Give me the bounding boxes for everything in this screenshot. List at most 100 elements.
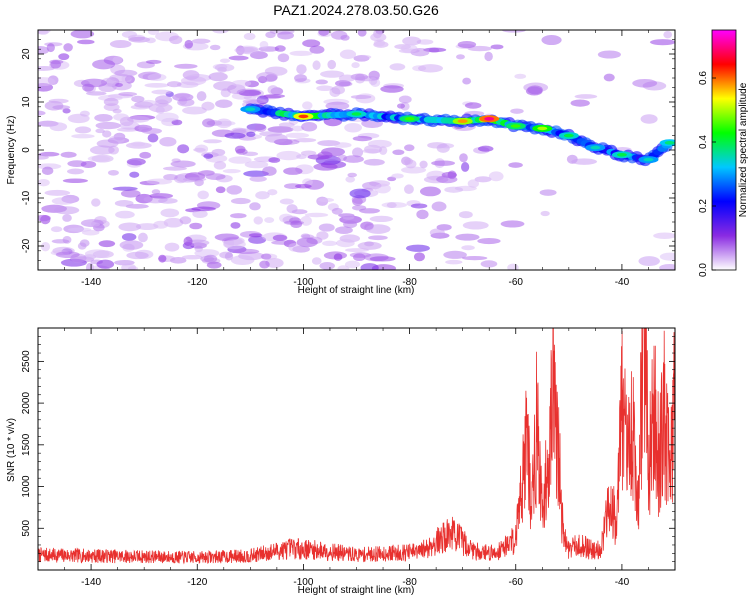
noise-blob — [201, 101, 215, 111]
noise-blob — [338, 74, 356, 82]
noise-blob — [52, 105, 71, 110]
noise-blob — [107, 169, 119, 176]
noise-blob — [62, 214, 72, 222]
noise-blob — [267, 85, 279, 95]
noise-blob — [79, 110, 90, 117]
noise-blob — [277, 53, 290, 63]
colorbar-tick-label: 0.6 — [698, 71, 709, 85]
noise-blob — [200, 256, 215, 263]
noise-blob — [268, 157, 281, 163]
noise-blob — [40, 241, 51, 252]
noise-blob — [215, 186, 226, 194]
noise-blob — [249, 176, 267, 182]
noise-blob — [331, 30, 348, 40]
noise-blob — [296, 237, 318, 248]
noise-blob — [338, 81, 353, 87]
noise-blob — [398, 95, 412, 104]
noise-blob — [145, 59, 162, 64]
noise-blob — [138, 232, 148, 243]
noise-blob — [343, 155, 364, 163]
noise-blob — [327, 59, 337, 70]
noise-blob — [318, 30, 330, 36]
noise-blob — [89, 145, 115, 155]
noise-blob — [183, 236, 193, 246]
noise-blob — [296, 154, 307, 160]
noise-blob — [445, 259, 463, 265]
noise-blob — [242, 99, 267, 104]
noise-blob — [276, 150, 302, 161]
noise-blob — [342, 214, 355, 220]
noise-blob — [444, 186, 464, 193]
noise-blob — [158, 254, 167, 263]
noise-blob — [264, 217, 275, 223]
noise-blob — [267, 126, 294, 133]
noise-blob — [112, 56, 123, 64]
noise-blob — [149, 193, 174, 199]
noise-blob — [248, 235, 267, 244]
noise-blob — [357, 30, 367, 37]
noise-blob — [184, 39, 194, 49]
noise-blob — [96, 139, 119, 148]
noise-blob — [60, 151, 77, 158]
noise-blob — [368, 77, 378, 85]
noise-blob — [118, 222, 142, 232]
ridge-peak-center — [404, 117, 415, 121]
noise-blob — [71, 133, 95, 139]
noise-blob — [63, 43, 73, 52]
noise-blob — [214, 63, 235, 72]
noise-blob — [174, 63, 198, 69]
noise-blob — [295, 184, 312, 189]
noise-blob — [461, 255, 488, 261]
noise-blob — [77, 39, 95, 45]
noise-blob — [315, 79, 328, 85]
noise-blob — [344, 123, 363, 133]
noise-blob — [288, 242, 300, 252]
noise-blob — [226, 185, 242, 195]
noise-blob — [459, 153, 468, 163]
x-tick-label: -60 — [509, 577, 524, 588]
noise-blob — [331, 85, 345, 95]
noise-blob — [294, 74, 307, 83]
noise-blob — [228, 55, 249, 61]
noise-blob — [300, 233, 311, 239]
noise-blob — [145, 37, 156, 44]
x-tick-label: -40 — [615, 577, 630, 588]
noise-blob — [222, 169, 241, 174]
noise-blob — [279, 198, 294, 205]
noise-blob — [224, 132, 246, 139]
noise-blob — [179, 216, 192, 225]
noise-blob — [120, 189, 141, 198]
noise-blob — [336, 238, 355, 248]
colorbar-tick-label: 0.4 — [698, 135, 709, 149]
noise-blob — [343, 220, 358, 229]
noise-blob — [333, 253, 343, 261]
noise-blob — [95, 121, 121, 130]
noise-blob — [155, 112, 179, 122]
noise-blob — [500, 220, 525, 228]
snr-series-line — [38, 328, 675, 565]
noise-blob — [301, 122, 318, 132]
noise-blob — [219, 58, 231, 63]
noise-blob — [139, 151, 152, 159]
noise-blob — [438, 143, 455, 149]
ridge-peak-center — [245, 107, 256, 111]
noise-blob — [114, 200, 134, 207]
noise-blob — [135, 223, 159, 231]
noise-blob — [38, 30, 51, 34]
noise-blob — [317, 151, 333, 160]
noise-blob — [265, 258, 284, 268]
noise-blob — [121, 263, 137, 270]
noise-blob — [259, 131, 283, 137]
noise-blob — [351, 62, 360, 69]
x-tick-label: -100 — [293, 277, 313, 288]
noise-blob — [38, 151, 60, 157]
noise-blob — [302, 39, 321, 48]
noise-blob — [155, 106, 165, 114]
noise-blob — [177, 98, 195, 107]
noise-blob — [335, 226, 353, 235]
noise-blob — [233, 248, 260, 255]
noise-blob — [510, 108, 524, 114]
noise-blob — [38, 46, 50, 55]
noise-blob — [541, 35, 562, 46]
